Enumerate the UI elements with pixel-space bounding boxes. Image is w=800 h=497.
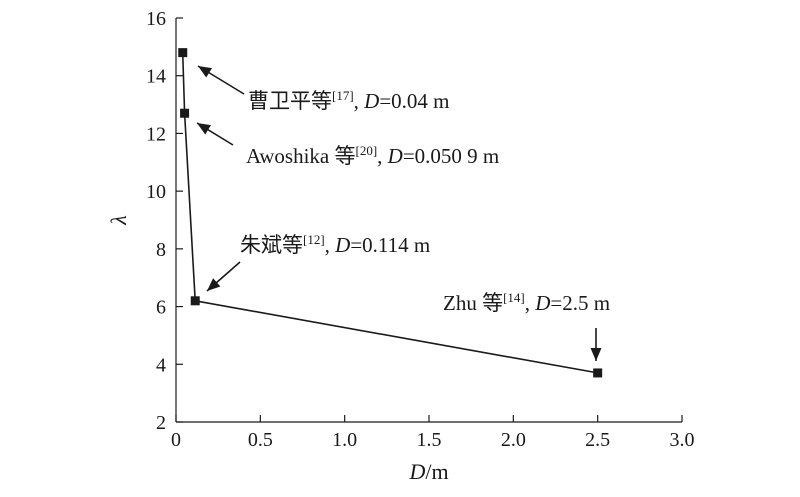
x-tick-label-0: 0 [171,429,181,451]
y-ticks: 2 4 6 8 10 12 14 16 [146,8,183,434]
annotation-arrowhead-3 [590,348,602,361]
annotation-arrowhead-0 [198,66,212,78]
x-tick-label-5: 2.5 [585,429,610,451]
x-tick-label-2: 1.0 [332,429,357,451]
y-tick-label-4: 10 [146,181,166,203]
data-point-0 [178,48,188,58]
data-point-1 [180,108,190,118]
annotation-3: Zhu 等[14], D=2.5 m [443,290,610,315]
y-tick-label-6: 14 [146,66,166,88]
annotation-1: Awoshika 等[20], D=0.050 9 m [246,143,499,168]
annotation-2: 朱斌等[12], D=0.114 m [240,232,430,257]
y-tick-label-3: 8 [156,239,166,261]
data-point-2 [190,296,200,306]
x-tick-label-6: 3.0 [670,429,695,451]
y-axis-title: λ [106,215,131,226]
y-tick-label-7: 16 [146,8,166,30]
y-tick-label-2: 6 [156,297,166,319]
x-axis-title: D/m [408,459,448,484]
x-tick-label-3: 1.5 [417,429,442,451]
x-tick-label-1: 0.5 [248,429,273,451]
annotations: 曹卫平等[17], D=0.04 m Awoshika 等[20], D=0.0… [240,88,610,315]
annotation-arrowhead-1 [197,123,211,135]
axes [175,18,682,423]
annotation-0: 曹卫平等[17], D=0.04 m [248,88,450,113]
series-line [181,52,598,374]
y-tick-label-1: 4 [156,354,166,376]
y-tick-label-5: 12 [146,123,166,145]
series [178,48,603,378]
data-point-3 [593,368,603,378]
annotation-arrowheads [197,66,602,361]
x-ticks: 0 0.5 1.0 1.5 2.0 2.5 3.0 [171,415,695,451]
annotation-arrowhead-2 [207,278,221,291]
y-tick-label-0: 2 [156,412,166,434]
x-tick-label-4: 2.0 [501,429,526,451]
